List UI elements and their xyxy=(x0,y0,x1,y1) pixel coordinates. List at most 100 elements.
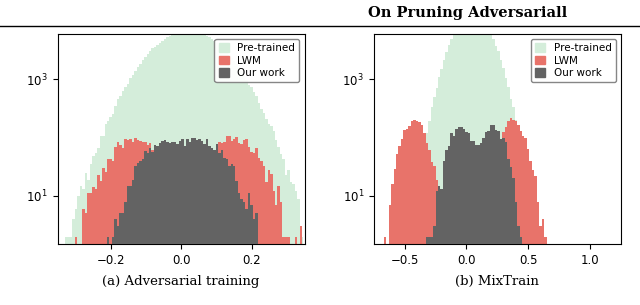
Bar xyxy=(236,181,238,305)
Bar xyxy=(492,173,495,305)
Bar xyxy=(132,180,134,305)
Text: On Pruning Adversariall: On Pruning Adversariall xyxy=(367,6,567,20)
Bar xyxy=(218,153,221,305)
Bar xyxy=(465,132,468,305)
Legend: Pre-trained, LWM, Our work: Pre-trained, LWM, Our work xyxy=(214,39,300,82)
Bar xyxy=(258,158,260,305)
Bar xyxy=(159,143,161,305)
Bar xyxy=(127,140,129,305)
Bar xyxy=(72,254,75,305)
Bar xyxy=(492,125,495,305)
Bar xyxy=(213,150,216,305)
Bar xyxy=(67,254,70,305)
X-axis label: (b) MixTrain: (b) MixTrain xyxy=(455,275,540,288)
Bar xyxy=(426,143,428,305)
Bar xyxy=(532,170,534,305)
Bar xyxy=(90,193,92,305)
Bar xyxy=(245,209,248,305)
Bar xyxy=(230,164,233,305)
Bar xyxy=(181,187,184,305)
Bar xyxy=(184,193,186,305)
Bar xyxy=(287,237,290,305)
Bar xyxy=(433,226,436,305)
Bar xyxy=(472,141,475,305)
Bar xyxy=(181,139,184,305)
Bar xyxy=(109,159,112,305)
Bar xyxy=(119,145,122,305)
Bar xyxy=(152,152,154,305)
Bar xyxy=(505,142,507,305)
Bar xyxy=(213,150,216,305)
Bar xyxy=(104,172,107,305)
Bar xyxy=(104,254,107,305)
Bar xyxy=(198,175,201,305)
Bar xyxy=(149,143,152,305)
Bar xyxy=(480,143,483,305)
Bar xyxy=(233,139,236,305)
Bar xyxy=(490,125,492,305)
Bar xyxy=(524,138,527,305)
Bar xyxy=(173,189,176,305)
Bar xyxy=(243,202,245,305)
Bar xyxy=(216,149,218,305)
Bar xyxy=(129,185,132,305)
Bar xyxy=(173,142,176,305)
Bar xyxy=(179,141,181,305)
Bar xyxy=(537,202,540,305)
Bar xyxy=(83,209,84,305)
Bar xyxy=(448,146,451,305)
Bar xyxy=(273,191,275,305)
Bar xyxy=(122,148,124,305)
Bar xyxy=(297,254,300,305)
Bar xyxy=(223,142,225,305)
Bar xyxy=(488,184,490,305)
Bar xyxy=(147,152,149,305)
Bar xyxy=(431,162,433,305)
Bar xyxy=(282,237,285,305)
Bar xyxy=(221,149,223,305)
Bar xyxy=(399,146,401,305)
Bar xyxy=(117,142,119,305)
Bar xyxy=(233,166,236,305)
Bar xyxy=(490,189,492,305)
Bar xyxy=(411,121,413,305)
Bar xyxy=(132,142,134,305)
Bar xyxy=(134,138,137,305)
Bar xyxy=(206,156,208,305)
Bar xyxy=(84,214,87,305)
Bar xyxy=(193,138,196,305)
Bar xyxy=(278,185,280,305)
Bar xyxy=(295,237,297,305)
Bar xyxy=(436,180,438,305)
Bar xyxy=(225,136,228,305)
Bar xyxy=(290,254,292,305)
Bar xyxy=(428,237,431,305)
Bar xyxy=(139,161,141,305)
Bar xyxy=(156,150,159,305)
Bar xyxy=(488,131,490,305)
Bar xyxy=(206,139,208,305)
Bar xyxy=(388,205,391,305)
Bar xyxy=(127,185,129,305)
Legend: Pre-trained, LWM, Our work: Pre-trained, LWM, Our work xyxy=(531,39,616,82)
Bar xyxy=(440,214,443,305)
Bar xyxy=(547,254,549,305)
Bar xyxy=(262,166,265,305)
Bar xyxy=(115,147,117,305)
Bar xyxy=(107,160,109,305)
Bar xyxy=(500,139,502,305)
Bar xyxy=(423,134,426,305)
Bar xyxy=(270,174,273,305)
Bar xyxy=(196,140,198,305)
Bar xyxy=(228,136,230,305)
Bar xyxy=(406,129,408,305)
Bar xyxy=(161,160,164,305)
Bar xyxy=(129,139,132,305)
Bar xyxy=(201,170,204,305)
Bar xyxy=(470,141,472,305)
Bar xyxy=(527,149,529,305)
Bar xyxy=(245,139,248,305)
Bar xyxy=(191,138,193,305)
Bar xyxy=(241,199,243,305)
Bar xyxy=(255,214,258,305)
